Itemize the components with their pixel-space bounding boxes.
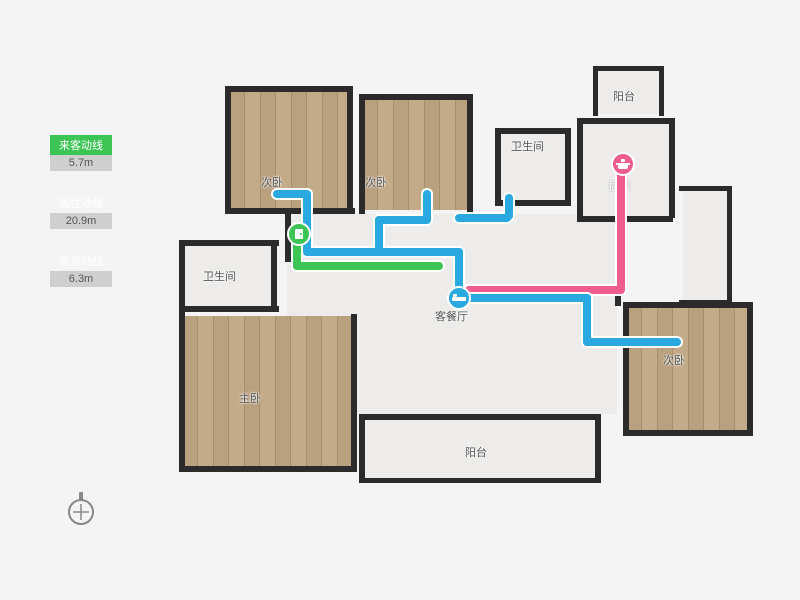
wall xyxy=(351,314,357,472)
wall xyxy=(225,86,353,92)
room-label: 客餐厅 xyxy=(435,308,468,324)
room-bed-bl xyxy=(183,316,353,466)
wall xyxy=(565,128,571,204)
room-label: 次卧 xyxy=(663,352,685,368)
wall xyxy=(347,92,353,212)
wall xyxy=(359,94,473,100)
wall xyxy=(679,186,731,191)
room-label: 主卧 xyxy=(239,390,261,406)
wall xyxy=(623,302,751,308)
flow-live xyxy=(423,190,431,222)
wall xyxy=(623,302,629,434)
wall xyxy=(359,414,599,420)
flow-live xyxy=(583,338,681,346)
flow-live xyxy=(273,190,309,198)
flow-chore xyxy=(617,164,625,292)
legend-value: 6.3m xyxy=(50,271,112,287)
wall xyxy=(467,94,473,212)
node-chore xyxy=(611,152,635,176)
legend-label: 居住动线 xyxy=(50,193,112,213)
wall xyxy=(747,302,753,434)
legend-value: 20.9m xyxy=(50,213,112,229)
legend-value: 5.7m xyxy=(50,155,112,171)
room-label: 卫生间 xyxy=(203,268,236,284)
room-balc-r xyxy=(683,190,727,300)
legend-label: 来客动线 xyxy=(50,135,112,155)
flow-live xyxy=(455,214,511,222)
wall xyxy=(179,306,279,312)
flow-live xyxy=(455,294,591,302)
flow-live xyxy=(505,194,513,220)
legend-item-live: 居住动线 20.9m xyxy=(50,193,112,229)
legend-item-guest: 来客动线 5.7m xyxy=(50,135,112,171)
wall xyxy=(179,240,279,246)
compass-icon xyxy=(62,490,100,528)
wall xyxy=(495,128,571,134)
flow-live xyxy=(303,248,463,256)
node-guest xyxy=(287,222,311,246)
floor-plan: 次卧次卧卫生间厨房阳台卫生间客餐厅主卧次卧阳台 xyxy=(165,70,755,540)
wall xyxy=(577,118,583,218)
wall xyxy=(359,414,365,482)
wall xyxy=(669,118,675,218)
wall xyxy=(623,430,753,436)
wall xyxy=(225,86,231,212)
wall xyxy=(595,414,601,482)
legend: 来客动线 5.7m 居住动线 20.9m 家务动线 6.3m xyxy=(50,135,112,309)
wall xyxy=(593,66,598,116)
room-label: 次卧 xyxy=(365,174,387,190)
wall xyxy=(179,240,185,470)
legend-label: 家务动线 xyxy=(50,251,112,271)
room-label: 阳台 xyxy=(465,444,487,460)
room-bed-tm xyxy=(363,98,467,210)
legend-item-chore: 家务动线 6.3m xyxy=(50,251,112,287)
wall xyxy=(359,478,601,483)
wall xyxy=(659,66,664,116)
node-live xyxy=(447,286,471,310)
wall xyxy=(271,240,277,310)
wall xyxy=(495,128,501,204)
wall xyxy=(593,66,663,71)
flow-guest xyxy=(293,262,443,270)
wall xyxy=(179,466,357,472)
room-label: 阳台 xyxy=(613,88,635,104)
room-bed-br xyxy=(627,306,747,430)
room-label: 卫生间 xyxy=(511,138,544,154)
wall xyxy=(577,118,673,124)
wall xyxy=(727,186,732,304)
wall xyxy=(359,94,365,214)
